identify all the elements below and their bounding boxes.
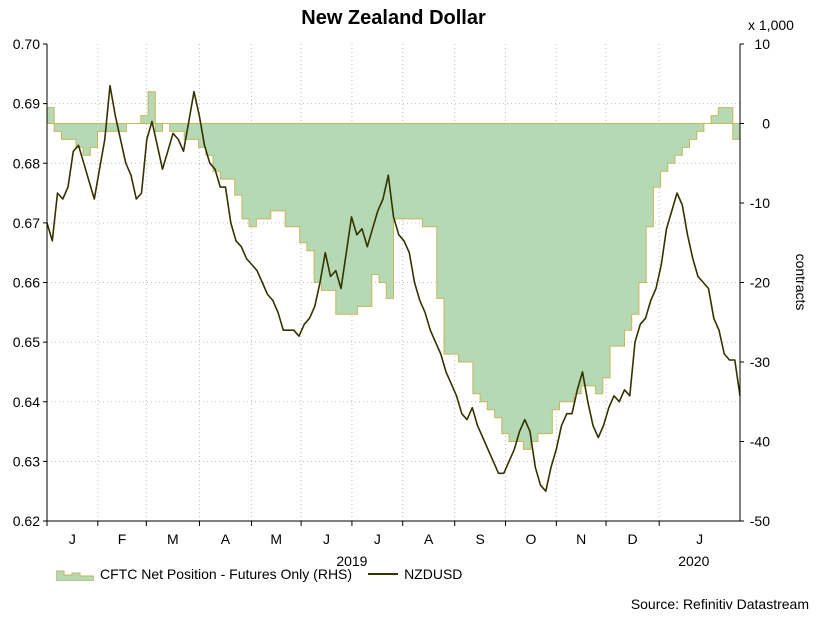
nzdusd-line bbox=[46, 84, 741, 493]
month-label: J bbox=[69, 531, 76, 547]
right-axis-multiplier: x 1,000 bbox=[748, 17, 794, 33]
legend-item-cftc: CFTC Net Position - Futures Only (RHS) bbox=[56, 566, 352, 582]
month-label: S bbox=[475, 531, 484, 547]
left-tick-label: 0.64 bbox=[13, 394, 40, 410]
source-note: Source: Refinitiv Datastream bbox=[630, 596, 809, 612]
month-label: A bbox=[221, 531, 231, 547]
month-label: O bbox=[525, 531, 536, 547]
right-tick-label: 10 bbox=[754, 36, 770, 52]
legend-item-nzdusd: NZDUSD bbox=[368, 566, 462, 582]
chart-title: New Zealand Dollar bbox=[301, 7, 486, 29]
right-tick-label: -10 bbox=[750, 195, 770, 211]
right-tick-label: -50 bbox=[750, 513, 770, 529]
left-tick-label: 0.63 bbox=[13, 453, 40, 469]
legend-swatch-line bbox=[368, 573, 399, 575]
right-tick-label: 0 bbox=[762, 116, 770, 132]
month-label: J bbox=[374, 531, 381, 547]
cftc-area bbox=[46, 91, 741, 450]
left-tick-label: 0.62 bbox=[13, 513, 40, 529]
month-label: J bbox=[323, 531, 330, 547]
left-tick-label: 0.67 bbox=[13, 215, 40, 231]
right-axis-label: contracts bbox=[793, 254, 809, 311]
legend-swatch-area bbox=[56, 570, 94, 581]
year-label: 2020 bbox=[678, 553, 709, 569]
legend: CFTC Net Position - Futures Only (RHS) N… bbox=[56, 566, 478, 582]
year-label: 2019 bbox=[336, 553, 367, 569]
legend-label-cftc: CFTC Net Position - Futures Only (RHS) bbox=[100, 566, 353, 582]
right-tick-label: -40 bbox=[750, 434, 770, 450]
month-label: A bbox=[424, 531, 434, 547]
month-label: D bbox=[628, 531, 638, 547]
left-tick-label: 0.69 bbox=[13, 96, 40, 112]
right-tick-label: -20 bbox=[750, 275, 770, 291]
legend-label-nzdusd: NZDUSD bbox=[404, 566, 463, 582]
month-label: F bbox=[118, 531, 127, 547]
month-label: M bbox=[270, 531, 282, 547]
left-tick-label: 0.66 bbox=[13, 275, 40, 291]
left-tick-label: 0.68 bbox=[13, 155, 40, 171]
left-tick-label: 0.65 bbox=[13, 334, 40, 350]
right-tick-label: -30 bbox=[750, 354, 770, 370]
month-label: M bbox=[167, 531, 179, 547]
month-label: N bbox=[576, 531, 586, 547]
month-label: J bbox=[696, 531, 703, 547]
left-tick-label: 0.70 bbox=[13, 36, 40, 52]
